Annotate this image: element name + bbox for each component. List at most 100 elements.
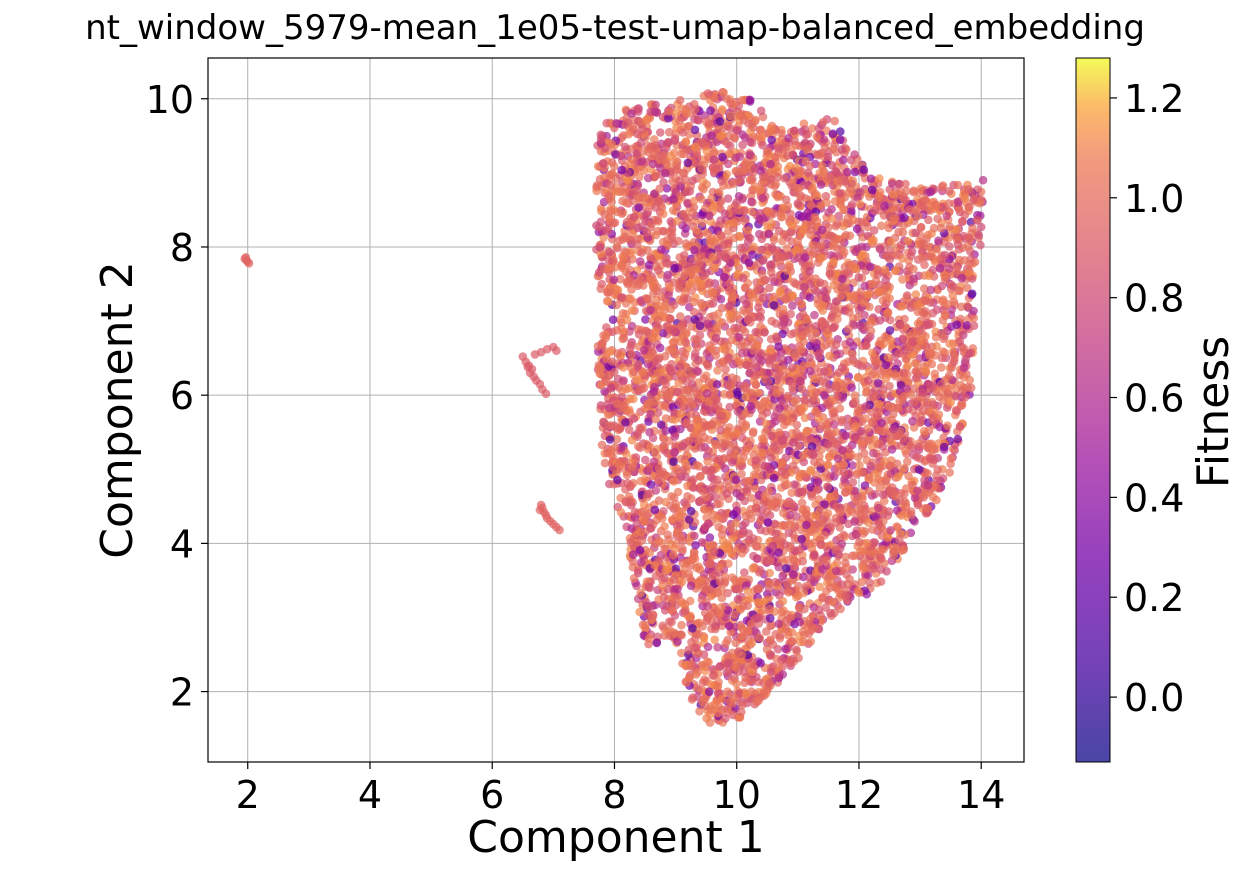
scatter-point — [783, 480, 792, 489]
scatter-point — [740, 133, 750, 142]
scatter-point — [924, 271, 934, 281]
scatter-point — [683, 122, 693, 131]
scatter-point — [846, 184, 855, 194]
scatter-point — [723, 159, 733, 169]
scatter-point — [732, 198, 741, 207]
scatter-point — [953, 240, 963, 249]
scatter-point — [866, 461, 875, 471]
scatter-point — [725, 380, 734, 390]
scatter-point — [817, 225, 827, 235]
scatter-point — [740, 496, 749, 506]
scatter-point — [612, 326, 622, 335]
scatter-point — [705, 533, 715, 542]
scatter-point — [966, 383, 976, 393]
scatter-point — [777, 458, 787, 467]
scatter-point — [720, 453, 729, 463]
scatter-point — [635, 172, 644, 182]
scatter-point — [829, 323, 838, 332]
scatter-point — [817, 161, 827, 171]
scatter-point — [716, 432, 725, 441]
scatter-point — [940, 250, 950, 260]
scatter-point — [627, 306, 637, 315]
scatter-point — [616, 151, 626, 161]
scatter-point — [712, 499, 722, 509]
scatter-point — [926, 285, 936, 295]
scatter-point — [923, 230, 933, 240]
scatter-point — [873, 378, 883, 388]
scatter-point — [864, 518, 873, 527]
scatter-point — [833, 314, 842, 324]
scatter-point — [672, 216, 682, 226]
scatter-point — [641, 455, 650, 465]
scatter-point — [642, 210, 652, 219]
scatter-point — [854, 372, 863, 382]
scatter-point — [626, 340, 636, 350]
scatter-point — [730, 206, 740, 215]
scatter-point — [953, 180, 963, 190]
scatter-point — [766, 667, 776, 677]
scatter-point — [690, 105, 700, 115]
scatter-point — [784, 528, 794, 538]
scatter-point — [658, 514, 667, 523]
scatter-point — [661, 379, 671, 389]
scatter-point — [876, 577, 886, 586]
scatter-point — [643, 294, 652, 303]
scatter-point — [784, 588, 793, 597]
scatter-point — [939, 295, 948, 305]
scatter-point — [848, 349, 857, 359]
scatter-point — [675, 95, 685, 105]
scatter-point — [643, 246, 652, 255]
scatter-point — [860, 310, 869, 320]
scatter-point — [875, 461, 885, 471]
scatter-point — [658, 237, 668, 247]
scatter-point — [937, 363, 946, 372]
scatter-point — [718, 536, 728, 546]
scatter-point — [695, 707, 704, 716]
scatter-point — [618, 309, 628, 318]
scatter-point — [815, 582, 824, 592]
scatter-point — [602, 323, 611, 332]
scatter-point — [607, 357, 617, 367]
scatter-point — [687, 400, 696, 410]
scatter-point — [711, 624, 720, 634]
scatter-point — [922, 311, 932, 321]
scatter-point — [788, 461, 798, 471]
scatter-point — [882, 567, 891, 576]
scatter-point — [823, 509, 833, 518]
scatter-point — [740, 568, 749, 577]
scatter-point — [852, 224, 862, 234]
scatter-point — [945, 468, 954, 477]
scatter-point — [892, 459, 902, 469]
scatter-point — [932, 342, 941, 351]
scatter-point — [969, 313, 979, 323]
scatter-point — [653, 283, 662, 292]
scatter-point — [875, 244, 885, 254]
scatter-point — [689, 475, 698, 484]
scatter-point — [607, 139, 616, 149]
scatter-point — [747, 207, 756, 216]
scatter-point — [807, 220, 816, 229]
scatter-point — [963, 241, 973, 251]
scatter-point — [718, 105, 727, 114]
scatter-point — [963, 302, 973, 312]
scatter-point — [604, 191, 613, 200]
scatter-point — [864, 486, 874, 496]
scatter-point — [620, 142, 630, 152]
scatter-point — [739, 526, 748, 536]
scatter-point — [732, 679, 741, 689]
scatter-point — [942, 211, 951, 221]
scatter-point — [622, 384, 631, 394]
scatter-point — [929, 223, 939, 233]
scatter-point — [624, 425, 634, 435]
scatter-point — [691, 541, 700, 550]
scatter-point — [820, 367, 829, 376]
scatter-point — [962, 283, 972, 293]
scatter-point — [850, 167, 860, 177]
scatter-point — [811, 510, 820, 520]
scatter-point — [626, 363, 636, 373]
scatter-point — [800, 413, 810, 423]
scatter-point — [791, 279, 800, 289]
scatter-point — [733, 126, 742, 135]
scatter-point — [884, 507, 894, 516]
